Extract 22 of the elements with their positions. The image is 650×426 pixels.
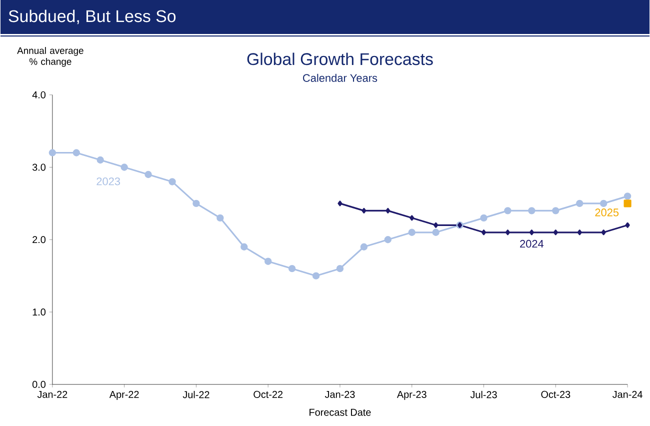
text: Subdued, But Less So — [8, 10, 176, 24]
y-axis-title: Annual average % change — [17, 46, 84, 67]
series-label: 2024 — [520, 240, 544, 248]
y-tick-label: 4.0 — [32, 91, 46, 98]
x-tick-label: Jan-24 — [612, 390, 642, 398]
y-tick-label: 0.0 — [32, 380, 46, 388]
x-tick-label: Jul-23 — [470, 390, 497, 398]
chart-title: Global Growth Forecasts — [247, 52, 433, 65]
x-tick-label: Oct-22 — [254, 390, 283, 398]
y-tick-label: 3.0 — [32, 164, 46, 171]
x-tick-label: Jan-22 — [37, 390, 68, 398]
y-tick-label: 1.0 — [32, 308, 46, 316]
y-tick-label: 2.0 — [32, 236, 46, 243]
x-axis-title: Forecast Date — [310, 408, 371, 416]
x-tick-label: Apr-23 — [396, 390, 426, 400]
x-tick-label: Oct-23 — [541, 390, 570, 398]
x-tick-label: Apr-22 — [109, 390, 139, 400]
series-label: 2025 — [595, 208, 619, 216]
chart-subtitle: Calendar Years — [303, 74, 378, 82]
series-label: 2023 — [96, 177, 120, 186]
x-tick-label: Jul-22 — [182, 390, 210, 398]
x-tick-label: Jan-23 — [324, 390, 355, 398]
